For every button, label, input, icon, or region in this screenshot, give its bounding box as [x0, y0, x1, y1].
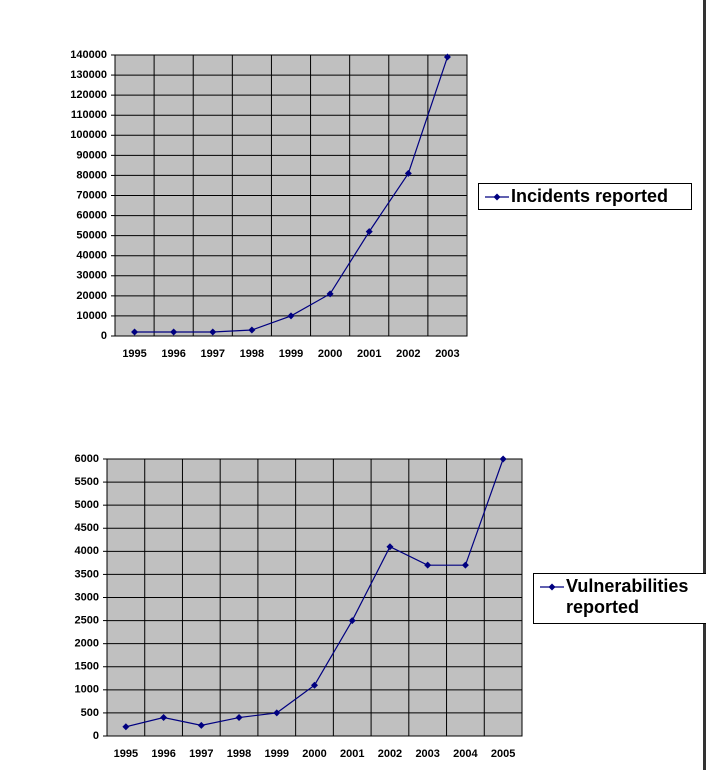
data-point	[197, 721, 205, 729]
x-tick-label: 2002	[378, 748, 402, 760]
y-tick-label: 1500	[75, 661, 99, 673]
data-point	[170, 328, 178, 336]
data-point	[386, 543, 394, 551]
y-tick-label: 140000	[70, 49, 107, 61]
y-tick-label: 70000	[76, 189, 107, 201]
data-point	[461, 561, 469, 569]
x-tick-label: 1999	[265, 748, 289, 760]
data-point	[348, 617, 356, 625]
x-tick-label: 2002	[396, 348, 420, 360]
data-point	[131, 328, 139, 336]
data-point	[273, 709, 281, 717]
y-tick-label: 1000	[75, 684, 99, 696]
y-tick-label: 500	[81, 707, 99, 719]
y-tick-label: 4000	[75, 545, 99, 557]
y-tick-label: 2000	[75, 638, 99, 650]
data-point	[404, 169, 412, 177]
legend: Incidents reported	[478, 183, 692, 210]
y-tick-label: 100000	[70, 129, 107, 141]
y-tick-label: 120000	[70, 89, 107, 101]
legend-label: Vulnerabilities reported	[566, 576, 689, 617]
data-point	[235, 714, 243, 722]
y-tick-label: 60000	[76, 209, 107, 221]
x-tick-label: 1998	[240, 348, 264, 360]
x-tick-label: 1995	[114, 748, 138, 760]
edge	[703, 0, 706, 770]
x-tick-label: 2005	[491, 748, 515, 760]
data-point	[160, 714, 168, 722]
y-tick-label: 6000	[75, 453, 99, 465]
y-tick-label: 10000	[76, 310, 107, 322]
data-point	[248, 326, 256, 334]
x-tick-label: 2000	[302, 748, 326, 760]
x-tick-label: 1996	[161, 348, 185, 360]
y-tick-label: 90000	[76, 149, 107, 161]
data-point	[122, 723, 130, 731]
data-point	[209, 328, 217, 336]
legend: Vulnerabilities reported	[533, 573, 706, 624]
y-tick-label: 130000	[70, 69, 107, 81]
legend-label: Incidents reported	[511, 186, 669, 206]
data-point	[424, 561, 432, 569]
y-tick-label: 20000	[76, 290, 107, 302]
data-point	[365, 228, 373, 236]
x-tick-label: 1997	[201, 348, 225, 360]
y-tick-label: 2500	[75, 614, 99, 626]
x-tick-label: 1999	[279, 348, 303, 360]
data-point	[499, 455, 507, 463]
y-tick-label: 5500	[75, 476, 99, 488]
y-tick-label: 0	[101, 330, 107, 342]
y-tick-label: 40000	[76, 250, 107, 262]
x-tick-label: 2001	[357, 348, 381, 360]
y-tick-label: 3500	[75, 568, 99, 580]
x-tick-label: 2004	[453, 748, 478, 760]
y-tick-label: 50000	[76, 230, 107, 242]
data-point	[443, 53, 451, 61]
x-tick-label: 2001	[340, 748, 364, 760]
y-tick-label: 5000	[75, 499, 99, 511]
x-tick-label: 1998	[227, 748, 251, 760]
x-tick-label: 2000	[318, 348, 342, 360]
legend-marker	[540, 583, 564, 591]
data-point	[326, 290, 334, 298]
y-tick-label: 110000	[71, 109, 107, 121]
data-point	[311, 681, 318, 689]
x-tick-label: 2003	[415, 748, 439, 760]
x-tick-label: 1995	[122, 348, 146, 360]
y-tick-label: 3000	[75, 591, 99, 603]
y-tick-label: 80000	[76, 169, 107, 181]
y-tick-label: 0	[93, 730, 99, 742]
legend-marker	[485, 193, 509, 201]
data-point	[287, 312, 295, 320]
y-tick-label: 4500	[75, 522, 99, 534]
x-tick-label: 1997	[189, 748, 213, 760]
y-tick-label: 30000	[76, 270, 107, 282]
x-tick-label: 1996	[151, 748, 175, 760]
x-tick-label: 2003	[435, 348, 459, 360]
